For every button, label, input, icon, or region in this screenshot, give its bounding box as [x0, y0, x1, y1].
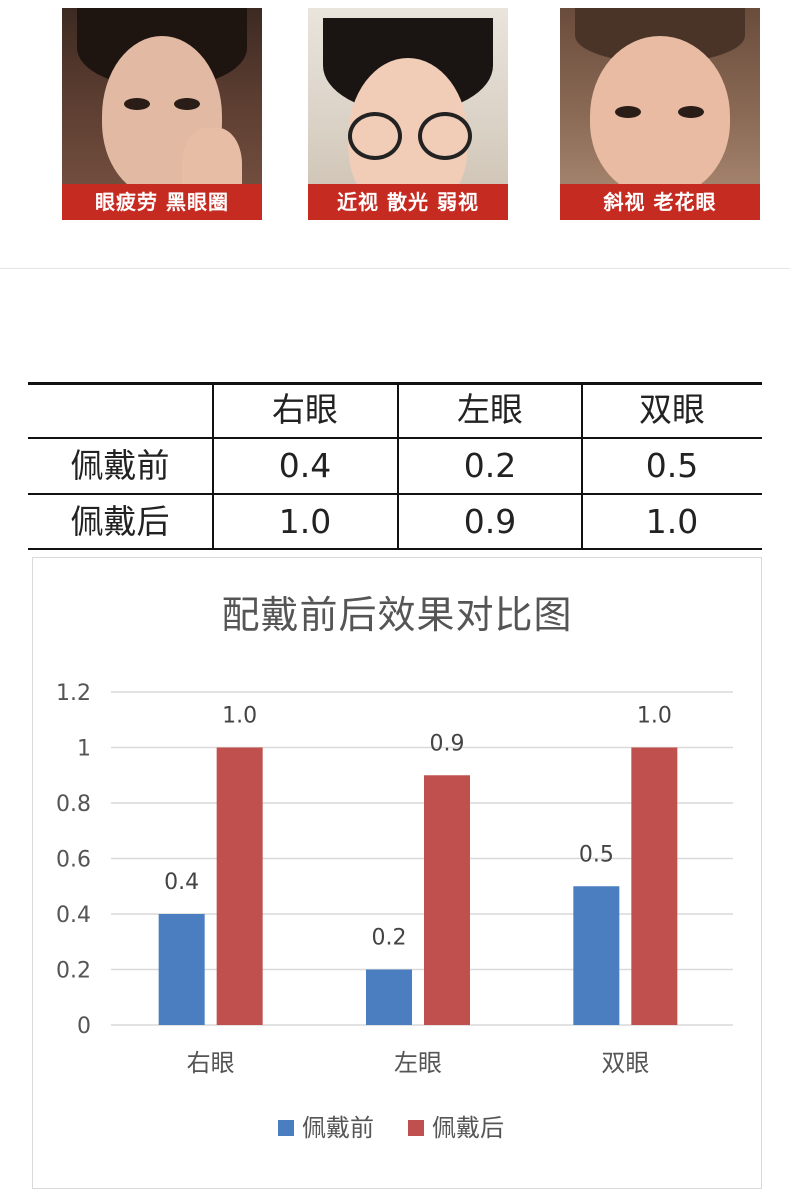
table-border [28, 548, 762, 550]
face-shape [590, 36, 730, 196]
x-tick-label: 双眼 [601, 1049, 649, 1077]
table-border [28, 437, 762, 439]
y-tick-label: 1.2 [56, 681, 91, 706]
table-cell: 0.9 [463, 502, 517, 541]
eye-shape [678, 106, 704, 118]
photo-caption: 近视 散光 弱视 [308, 184, 508, 220]
y-tick-label: 1 [77, 737, 91, 762]
bar [631, 747, 678, 1025]
data-label: 1.0 [222, 704, 257, 729]
table-border [581, 382, 583, 550]
eye-shape [615, 106, 641, 118]
data-label: 1.0 [637, 704, 672, 729]
chart-title: 配戴前后效果对比图 [221, 593, 573, 637]
data-label: 0.4 [164, 870, 199, 895]
table-header-row: 右眼 左眼 双眼 [28, 382, 762, 438]
x-tick-label: 左眼 [394, 1049, 442, 1077]
table-row: 佩戴前 0.4 0.2 0.5 [28, 438, 762, 494]
glasses-lens [418, 112, 472, 160]
y-tick-label: 0.2 [56, 959, 91, 984]
table-cell: 1.0 [645, 502, 699, 541]
y-tick-label: 0 [77, 1014, 91, 1039]
photo-strip: 眼疲劳 黑眼圈 近视 散光 弱视 斜视 老花眼 [0, 0, 790, 268]
table-border [28, 493, 762, 495]
photo-myopia: 近视 散光 弱视 [308, 8, 508, 220]
photo-strabismus: 斜视 老花眼 [560, 8, 760, 220]
photo-caption: 眼疲劳 黑眼圈 [62, 184, 262, 220]
row-label: 佩戴前 [70, 446, 170, 485]
table-header-cell [28, 382, 212, 438]
bar [158, 914, 205, 1025]
table-cell: 0.2 [463, 446, 517, 485]
data-label: 0.5 [579, 842, 614, 867]
data-label: 0.9 [430, 731, 465, 756]
table-cell: 0.5 [645, 446, 699, 485]
legend-swatch [408, 1120, 424, 1136]
legend-label: 佩戴后 [432, 1114, 504, 1142]
y-tick-label: 0.4 [56, 903, 91, 928]
table-border [212, 382, 214, 550]
eye-shape [174, 98, 200, 110]
photo-eye-fatigue: 眼疲劳 黑眼圈 [62, 8, 262, 220]
table-row: 佩戴后 1.0 0.9 1.0 [28, 494, 762, 550]
table-header-cell: 左眼 [457, 390, 523, 429]
comparison-chart: 配戴前后效果对比图 0 0.2 0.4 0.6 0.8 1 1.2 0.4 1.0 右眼 0.2 0.… [32, 557, 762, 1189]
legend-swatch [278, 1120, 294, 1136]
bar [366, 969, 412, 1025]
section-divider [0, 268, 790, 269]
table-cell: 1.0 [278, 502, 332, 541]
table-border [28, 382, 762, 385]
bar [573, 886, 620, 1025]
chart-canvas: 0 0.2 0.4 0.6 0.8 1 1.2 0.4 1.0 右眼 0.2 0.9 左眼 0.5 1.0 双… [56, 681, 733, 1142]
data-label: 0.2 [372, 926, 407, 951]
photo-caption: 斜视 老花眼 [560, 184, 760, 220]
y-tick-label: 0.8 [56, 792, 91, 817]
table-header-cell: 双眼 [639, 390, 705, 429]
y-tick-label: 0.6 [56, 848, 91, 873]
table-header-cell: 右眼 [272, 390, 338, 429]
x-tick-label: 右眼 [187, 1049, 235, 1077]
vision-table: 右眼 左眼 双眼 佩戴前 0.4 0.2 0.5 佩戴后 1.0 0.9 1.0 [28, 382, 762, 550]
glasses-lens [348, 112, 402, 160]
bar [424, 775, 470, 1025]
legend-label: 佩戴前 [302, 1114, 374, 1142]
eye-shape [124, 98, 150, 110]
bar [216, 747, 263, 1025]
table-border [397, 382, 399, 550]
row-label: 佩戴后 [70, 502, 170, 541]
table-cell: 0.4 [278, 446, 332, 485]
